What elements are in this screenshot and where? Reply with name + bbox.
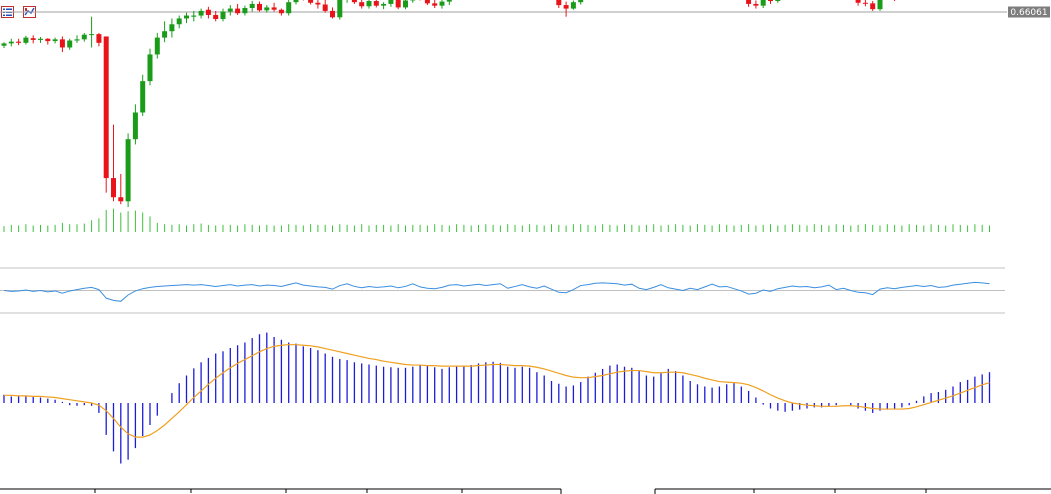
candle-body-bull: [366, 1, 372, 7]
candle-body-bear: [235, 8, 241, 14]
candle-body-bear: [96, 34, 102, 43]
candle-body-bull: [89, 34, 95, 36]
candle-body-bull: [388, 0, 394, 4]
candle-body-bull: [578, 0, 584, 3]
candle-body-bear: [395, 0, 401, 8]
candle-body-bull: [242, 8, 248, 14]
candle-body-bull: [446, 0, 452, 2]
candle-body-bull: [877, 0, 883, 10]
candle-body-bull: [147, 54, 153, 82]
candle-body-bull: [191, 15, 197, 17]
candle-body-bear: [45, 38, 51, 42]
candle-body-bear: [746, 0, 752, 4]
candle-body-bear: [753, 3, 759, 6]
candle-body-bear: [59, 39, 65, 48]
macd-signal-group: [4, 344, 990, 438]
candle-body-bull: [570, 2, 576, 9]
candle-body-bull: [132, 112, 138, 140]
candle-body-bear: [359, 2, 365, 7]
candle-body-bull: [760, 0, 766, 6]
candle-body-bull: [286, 2, 292, 14]
macd-signal-line: [4, 344, 990, 438]
candle-body-bear: [278, 9, 284, 14]
candle-body-bear: [768, 0, 773, 2]
candle-body-bull: [81, 34, 87, 40]
candle-body-bull: [140, 81, 146, 113]
candle-body-bear: [16, 41, 22, 43]
candle-body-bear: [118, 197, 124, 202]
candle-body-bear: [322, 4, 328, 11]
price-candles: [1, 0, 896, 208]
time-axis: [0, 488, 1051, 494]
candle-body-bull: [439, 1, 445, 6]
candle-body-bear: [432, 3, 438, 6]
candle-body-bear: [103, 36, 109, 179]
candle-body-bear: [30, 38, 36, 40]
candle-body-bull: [249, 3, 255, 8]
candle-body-bear: [870, 3, 876, 10]
candle-body-bull: [125, 139, 131, 202]
candle-body-bull: [293, 0, 299, 3]
candle-body-bull: [8, 41, 14, 44]
candle-body-bull: [227, 8, 233, 12]
candle-body-bull: [337, 0, 343, 18]
candle-body-bull: [403, 0, 408, 8]
candle-body-bear: [271, 7, 277, 10]
candle-body-bull: [154, 37, 160, 55]
candle-body-bear: [424, 0, 430, 4]
candle-body-bear: [351, 0, 357, 3]
price-label-text: 0.66061: [1010, 8, 1047, 18]
candle-body-bull: [162, 31, 168, 38]
candle-body-bear: [205, 9, 211, 15]
candle-body-bear: [373, 1, 379, 6]
candle-body-bull: [220, 11, 226, 20]
candle-body-bear: [257, 3, 262, 11]
rsi-level-lines: [0, 267, 1005, 314]
candle-body-bull: [264, 7, 270, 11]
candle-body-bear: [111, 178, 116, 198]
price-label: 0.66061: [1008, 6, 1050, 18]
candle-body-bull: [1, 43, 7, 46]
candle-body-bear: [563, 5, 569, 9]
candle-body-bull: [23, 37, 29, 43]
candle-body-bull: [381, 3, 387, 6]
candle-body-bull: [775, 0, 781, 2]
rsi-line-group: [3, 281, 990, 302]
candle-body-bull: [184, 15, 189, 19]
candle-body-bull: [176, 18, 182, 25]
candle-body-bull: [38, 38, 43, 40]
candle-body-bull: [52, 39, 58, 42]
candle-body-bear: [330, 10, 335, 18]
candle-body-bull: [74, 39, 80, 41]
candle-body-bear: [855, 0, 861, 3]
volume-histogram: [3, 208, 990, 232]
candle-body-bull: [198, 10, 204, 16]
candle-body-bear: [308, 0, 314, 3]
candle-body-bear: [315, 2, 321, 5]
macd-histogram: [3, 332, 991, 464]
candle-body-bear: [556, 0, 562, 6]
candle-body-bear: [213, 14, 219, 20]
rsi-line: [3, 281, 990, 302]
candle-body-bull: [67, 40, 73, 48]
candle-body-bull: [169, 24, 175, 32]
candle-body-bear: [862, 2, 868, 4]
